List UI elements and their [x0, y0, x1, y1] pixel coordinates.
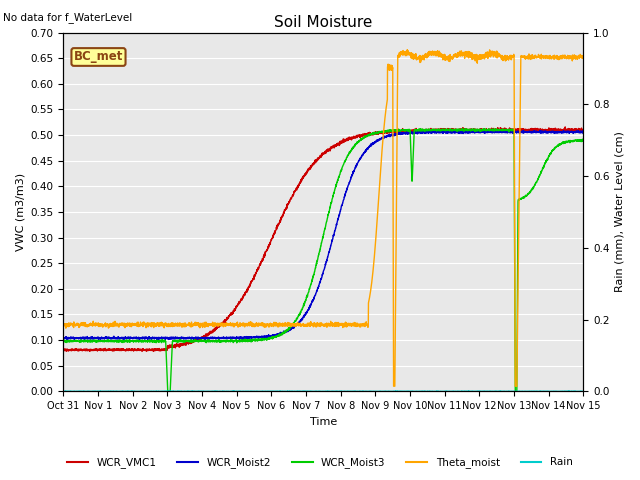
Text: No data for f_WaterLevel: No data for f_WaterLevel	[3, 12, 132, 23]
WCR_Moist2	[579, 128, 587, 134]
Text: BC_met: BC_met	[74, 50, 123, 63]
Theta_moist	[579, 54, 587, 60]
WCR_Moist3	[570, 138, 577, 144]
Theta_moist	[390, 384, 397, 389]
X-axis label: Time: Time	[310, 417, 337, 427]
WCR_VMC1	[513, 127, 521, 132]
Theta_moist	[403, 47, 411, 53]
WCR_VMC1	[138, 348, 146, 354]
Rain	[60, 388, 67, 394]
WCR_Moist3	[259, 337, 267, 343]
WCR_Moist2	[60, 336, 67, 342]
WCR_Moist3	[60, 338, 67, 344]
Rain	[513, 388, 521, 394]
Rain	[570, 388, 577, 394]
Rain	[579, 388, 587, 394]
Rain	[150, 388, 157, 394]
Y-axis label: Rain (mm), Water Level (cm): Rain (mm), Water Level (cm)	[615, 132, 625, 292]
WCR_Moist2	[153, 337, 161, 343]
WCR_VMC1	[259, 257, 267, 263]
WCR_Moist2	[119, 335, 127, 340]
Rain	[282, 388, 289, 394]
Legend: WCR_VMC1, WCR_Moist2, WCR_Moist3, Theta_moist, Rain: WCR_VMC1, WCR_Moist2, WCR_Moist3, Theta_…	[63, 453, 577, 472]
WCR_Moist3	[416, 126, 424, 132]
WCR_Moist3	[513, 307, 521, 313]
Rain	[119, 388, 127, 394]
Y-axis label: VWC (m3/m3): VWC (m3/m3)	[15, 173, 25, 251]
WCR_VMC1	[60, 348, 67, 354]
Theta_moist	[513, 340, 521, 346]
WCR_Moist3	[282, 329, 289, 335]
Line: WCR_Moist3: WCR_Moist3	[63, 129, 583, 391]
Theta_moist	[150, 321, 157, 326]
WCR_Moist2	[440, 128, 448, 133]
WCR_VMC1	[579, 127, 587, 133]
WCR_VMC1	[570, 127, 577, 132]
WCR_VMC1	[150, 348, 157, 354]
Title: Soil Moisture: Soil Moisture	[274, 15, 372, 30]
WCR_VMC1	[282, 207, 289, 213]
WCR_Moist2	[282, 328, 289, 334]
Theta_moist	[259, 320, 267, 326]
WCR_Moist3	[150, 338, 157, 344]
Line: WCR_VMC1: WCR_VMC1	[63, 127, 583, 351]
Theta_moist	[282, 323, 289, 328]
WCR_Moist3	[119, 338, 127, 344]
Theta_moist	[60, 323, 67, 329]
WCR_Moist3	[579, 137, 587, 143]
Line: Theta_moist: Theta_moist	[63, 50, 583, 386]
Rain	[60, 388, 67, 394]
WCR_Moist2	[259, 334, 267, 340]
Theta_moist	[570, 54, 577, 60]
WCR_Moist2	[570, 130, 577, 136]
WCR_Moist2	[513, 129, 521, 134]
Rain	[259, 388, 267, 394]
WCR_Moist2	[150, 336, 157, 341]
WCR_VMC1	[561, 124, 569, 130]
Rain	[166, 388, 174, 394]
Theta_moist	[119, 321, 127, 326]
Line: WCR_Moist2: WCR_Moist2	[63, 131, 583, 340]
WCR_VMC1	[119, 348, 127, 353]
WCR_Moist3	[164, 388, 172, 394]
